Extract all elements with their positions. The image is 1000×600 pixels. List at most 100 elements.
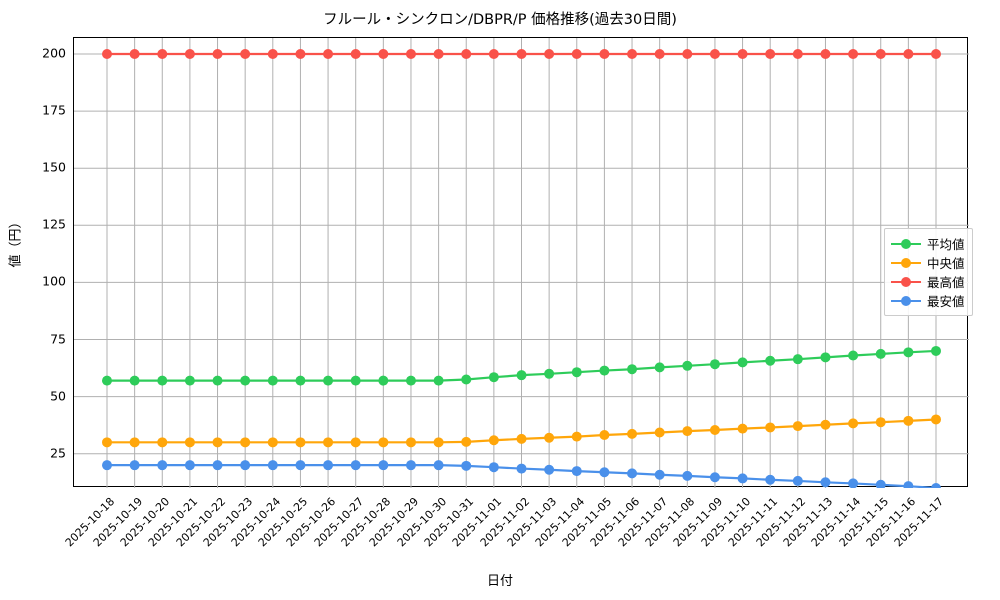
series-marker xyxy=(350,460,361,471)
series-marker xyxy=(323,48,334,59)
series-marker xyxy=(682,48,693,59)
series-marker xyxy=(792,421,803,432)
series-marker xyxy=(405,437,416,448)
y-tick-label: 75 xyxy=(50,331,66,347)
series-marker xyxy=(820,477,831,488)
legend-item-3[interactable]: 最高値 xyxy=(891,272,965,291)
series-marker xyxy=(765,355,776,366)
series-marker xyxy=(433,437,444,448)
y-tick-label: 50 xyxy=(50,388,66,404)
legend-label: 中央値 xyxy=(927,256,965,271)
series-marker xyxy=(102,48,112,59)
series-marker xyxy=(433,375,444,386)
series-marker xyxy=(102,460,112,471)
series-marker xyxy=(820,419,831,430)
series-marker xyxy=(792,354,803,365)
series-marker xyxy=(848,350,859,361)
series-marker xyxy=(433,48,444,59)
y-axis-title: 値（円） xyxy=(8,215,24,268)
series-marker xyxy=(240,460,251,471)
series-marker xyxy=(295,460,306,471)
series-marker xyxy=(931,345,941,356)
series-marker xyxy=(654,48,665,59)
series-lines xyxy=(102,48,941,488)
series-marker xyxy=(350,48,361,59)
legend-swatch-icon xyxy=(891,256,921,270)
series-marker xyxy=(461,460,472,471)
series-marker xyxy=(875,479,886,488)
series-marker xyxy=(433,460,444,471)
series-marker xyxy=(544,464,555,475)
series-marker xyxy=(240,437,251,448)
series-marker xyxy=(267,437,278,448)
series-marker xyxy=(350,375,361,386)
y-tick-label: 100 xyxy=(42,273,66,289)
series-marker xyxy=(157,437,168,448)
series-marker xyxy=(461,48,472,59)
series-marker xyxy=(157,48,168,59)
series-marker xyxy=(516,370,527,381)
series-marker xyxy=(544,48,555,59)
series-marker xyxy=(323,375,334,386)
series-marker xyxy=(931,48,941,59)
series-marker xyxy=(267,48,278,59)
series-marker xyxy=(488,462,499,473)
series-marker xyxy=(737,48,748,59)
series-marker xyxy=(405,48,416,59)
x-axis-title: 日付 xyxy=(486,574,513,589)
series-marker xyxy=(903,481,914,488)
series-marker xyxy=(267,460,278,471)
legend-item-2[interactable]: 中央値 xyxy=(891,253,965,272)
grid-lines xyxy=(74,38,969,488)
series-marker xyxy=(378,437,389,448)
series-marker xyxy=(461,374,472,385)
series-marker xyxy=(848,418,859,429)
series-marker xyxy=(875,417,886,428)
series-marker xyxy=(903,347,914,358)
series-marker xyxy=(102,375,112,386)
series-marker xyxy=(765,48,776,59)
y-axis-tick-labels: 25 50 75 100 125 150 175 200 xyxy=(0,37,66,487)
series-marker xyxy=(378,48,389,59)
series-marker xyxy=(157,375,168,386)
series-marker xyxy=(599,430,610,441)
series-marker xyxy=(792,48,803,59)
series-marker xyxy=(737,423,748,434)
series-marker xyxy=(627,364,638,375)
series-marker xyxy=(240,48,251,59)
series-marker xyxy=(820,48,831,59)
legend-swatch-icon xyxy=(891,294,921,308)
series-marker xyxy=(792,475,803,486)
series-marker xyxy=(765,422,776,433)
y-tick-label: 175 xyxy=(42,102,66,118)
series-marker xyxy=(903,48,914,59)
series-marker xyxy=(295,437,306,448)
y-tick-label: 150 xyxy=(42,159,66,175)
series-marker xyxy=(516,48,527,59)
y-tick-label: 25 xyxy=(50,445,66,461)
series-marker xyxy=(295,48,306,59)
series-marker xyxy=(323,460,334,471)
series-marker xyxy=(157,460,168,471)
series-marker xyxy=(267,375,278,386)
legend-swatch-icon xyxy=(891,237,921,251)
series-marker xyxy=(682,360,693,371)
series-marker xyxy=(682,470,693,481)
series-marker xyxy=(709,48,720,59)
series-marker xyxy=(488,435,499,446)
chart-legend[interactable]: 平均値中央値 最高値最安値 xyxy=(884,228,973,316)
series-marker xyxy=(378,375,389,386)
legend-item-1[interactable]: 平均値 xyxy=(891,234,965,253)
series-marker xyxy=(737,473,748,484)
legend-label: 平均値 xyxy=(927,237,965,252)
series-marker xyxy=(875,48,886,59)
series-marker xyxy=(184,48,195,59)
legend-item-4[interactable]: 最安値 xyxy=(891,291,965,310)
series-marker xyxy=(212,460,223,471)
series-marker xyxy=(184,437,195,448)
series-marker xyxy=(848,478,859,488)
series-marker xyxy=(544,368,555,379)
legend-label: 最安値 xyxy=(927,294,965,309)
series-marker xyxy=(323,437,334,448)
series-marker xyxy=(599,48,610,59)
